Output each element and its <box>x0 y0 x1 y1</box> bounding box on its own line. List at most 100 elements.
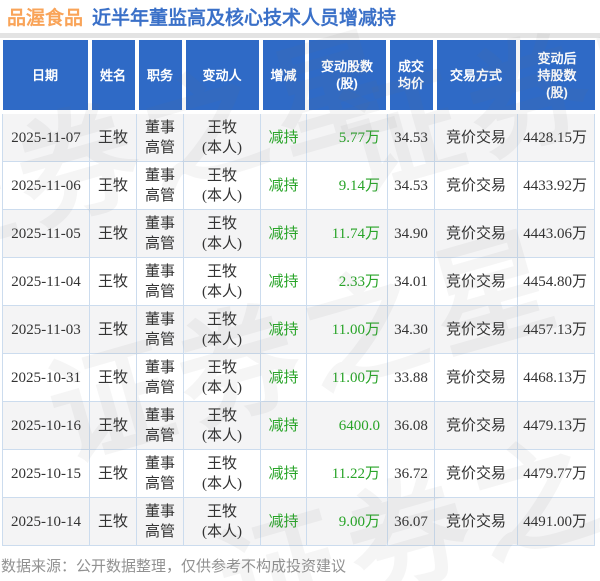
cell-shares-changed: 11.00万 <box>306 305 388 354</box>
cell-shares-after: 4428.15万 <box>517 111 595 162</box>
cell-changer: 王牧 (本人) <box>183 305 261 354</box>
column-header-shares-changed: 变动股数 (股) <box>306 40 390 114</box>
cell-shares-after: 4491.00万 <box>517 497 595 546</box>
cell-changer: 王牧 (本人) <box>183 161 261 210</box>
table-row: 2025-10-15 王牧 董事 高管 王牧 (本人) 减持 11.22万 36.72 竞价交… <box>2 449 595 498</box>
cell-position: 董事 高管 <box>136 401 184 450</box>
cell-date: 2025-11-06 <box>2 161 90 210</box>
cell-shares-changed: 11.00万 <box>306 353 388 402</box>
title-text: 近半年董监高及核心技术人员增减持 <box>92 8 397 29</box>
cell-name: 王牧 <box>89 257 137 306</box>
cell-position: 董事 高管 <box>136 449 184 498</box>
cell-avg-price: 34.90 <box>387 209 435 258</box>
cell-name: 王牧 <box>89 305 137 354</box>
cell-shares-changed: 9.14万 <box>306 161 388 210</box>
cell-direction: 减持 <box>260 497 307 546</box>
cell-shares-after: 4479.13万 <box>517 401 595 450</box>
table-row: 2025-10-31 王牧 董事 高管 王牧 (本人) 减持 11.00万 33.88 竞价交… <box>2 353 595 402</box>
table-row: 2025-11-05 王牧 董事 高管 王牧 (本人) 减持 11.74万 34.90 竞价交… <box>2 209 595 258</box>
cell-trade-method: 竞价交易 <box>434 401 518 450</box>
cell-shares-changed: 2.33万 <box>306 257 388 306</box>
cell-position: 董事 高管 <box>136 209 184 258</box>
cell-changer: 王牧 (本人) <box>183 209 261 258</box>
cell-direction: 减持 <box>260 257 307 306</box>
cell-name: 王牧 <box>89 449 137 498</box>
cell-trade-method: 竞价交易 <box>434 257 518 306</box>
cell-name: 王牧 <box>89 209 137 258</box>
cell-shares-changed: 6400.0 <box>306 401 388 450</box>
cell-date: 2025-10-14 <box>2 497 90 546</box>
cell-avg-price: 34.53 <box>387 111 435 162</box>
cell-name: 王牧 <box>89 353 137 402</box>
table-row: 2025-11-06 王牧 董事 高管 王牧 (本人) 减持 9.14万 34.53 竞价交易… <box>2 161 595 210</box>
cell-trade-method: 竞价交易 <box>434 353 518 402</box>
cell-direction: 减持 <box>260 305 307 354</box>
data-source-note: 数据来源：公开数据整理，仅供参考不构成投资建议 <box>1 558 347 575</box>
cell-trade-method: 竞价交易 <box>434 209 518 258</box>
column-header-date: 日期 <box>2 40 92 114</box>
column-header-changer: 变动人 <box>183 40 263 114</box>
cell-shares-changed: 5.77万 <box>306 111 388 162</box>
cell-changer: 王牧 (本人) <box>183 353 261 402</box>
cell-date: 2025-11-05 <box>2 209 90 258</box>
column-header-shares-after: 变动后 持股数 (股) <box>517 40 595 114</box>
column-header-direction: 增减 <box>260 40 309 114</box>
table-header-row: 日期 姓名 职务 变动人 增减 变动股数 (股) 成交 均价 交易方式 变动后 持股数 (股) <box>2 40 595 114</box>
table-row: 2025-10-14 王牧 董事 高管 王牧 (本人) 减持 9.00万 36.07 竞价交易… <box>2 497 595 546</box>
cell-position: 董事 高管 <box>136 111 184 162</box>
cell-position: 董事 高管 <box>136 305 184 354</box>
page-title: 品渥食品 近半年董监高及核心技术人员增减持 <box>7 3 396 30</box>
cell-shares-changed: 11.74万 <box>306 209 388 258</box>
column-header-position: 职务 <box>136 40 186 114</box>
cell-position: 董事 高管 <box>136 257 184 306</box>
cell-position: 董事 高管 <box>136 161 184 210</box>
column-header-avg-price: 成交 均价 <box>387 40 437 114</box>
cell-shares-after: 4433.92万 <box>517 161 595 210</box>
cell-direction: 减持 <box>260 209 307 258</box>
cell-changer: 王牧 (本人) <box>183 449 261 498</box>
cell-direction: 减持 <box>260 449 307 498</box>
cell-shares-after: 4468.13万 <box>517 353 595 402</box>
holdings-table: 日期 姓名 职务 变动人 增减 变动股数 (股) 成交 均价 交易方式 变动后 持股数 (股) … <box>2 40 595 546</box>
cell-name: 王牧 <box>89 401 137 450</box>
table-row: 2025-11-04 王牧 董事 高管 王牧 (本人) 减持 2.33万 34.01 竞价交易… <box>2 257 595 306</box>
cell-trade-method: 竞价交易 <box>434 305 518 354</box>
cell-avg-price: 33.88 <box>387 353 435 402</box>
cell-date: 2025-10-31 <box>2 353 90 402</box>
cell-trade-method: 竞价交易 <box>434 497 518 546</box>
table-row: 2025-10-16 王牧 董事 高管 王牧 (本人) 减持 6400.0 36.08 竞价交… <box>2 401 595 450</box>
cell-trade-method: 竞价交易 <box>434 449 518 498</box>
cell-shares-after: 4443.06万 <box>517 209 595 258</box>
cell-shares-after: 4457.13万 <box>517 305 595 354</box>
cell-direction: 减持 <box>260 401 307 450</box>
cell-avg-price: 34.30 <box>387 305 435 354</box>
cell-name: 王牧 <box>89 497 137 546</box>
cell-position: 董事 高管 <box>136 497 184 546</box>
cell-avg-price: 36.07 <box>387 497 435 546</box>
cell-date: 2025-10-16 <box>2 401 90 450</box>
cell-avg-price: 34.53 <box>387 161 435 210</box>
cell-changer: 王牧 (本人) <box>183 111 261 162</box>
cell-trade-method: 竞价交易 <box>434 111 518 162</box>
top-divider <box>0 33 600 38</box>
cell-shares-changed: 9.00万 <box>306 497 388 546</box>
cell-direction: 减持 <box>260 161 307 210</box>
column-header-trade-method: 交易方式 <box>434 40 520 114</box>
cell-trade-method: 竞价交易 <box>434 161 518 210</box>
table-row: 2025-11-03 王牧 董事 高管 王牧 (本人) 减持 11.00万 34.30 竞价交… <box>2 305 595 354</box>
cell-avg-price: 34.01 <box>387 257 435 306</box>
cell-name: 王牧 <box>89 161 137 210</box>
table-row: 2025-11-07 王牧 董事 高管 王牧 (本人) 减持 5.77万 34.53 竞价交易… <box>2 111 595 162</box>
cell-changer: 王牧 (本人) <box>183 497 261 546</box>
stock-name: 品渥食品 <box>7 8 84 29</box>
cell-date: 2025-10-15 <box>2 449 90 498</box>
cell-avg-price: 36.08 <box>387 401 435 450</box>
cell-date: 2025-11-03 <box>2 305 90 354</box>
cell-avg-price: 36.72 <box>387 449 435 498</box>
cell-name: 王牧 <box>89 111 137 162</box>
cell-direction: 减持 <box>260 353 307 402</box>
cell-date: 2025-11-07 <box>2 111 90 162</box>
column-header-name: 姓名 <box>89 40 139 114</box>
cell-date: 2025-11-04 <box>2 257 90 306</box>
cell-shares-after: 4479.77万 <box>517 449 595 498</box>
